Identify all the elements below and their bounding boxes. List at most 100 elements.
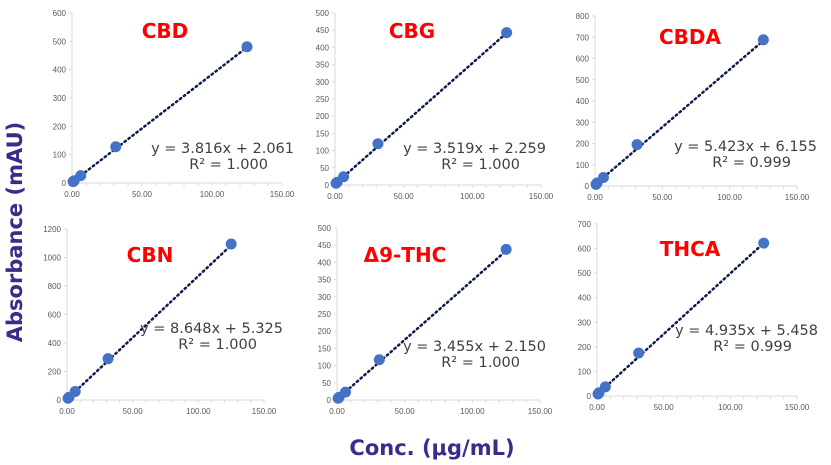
data-point	[241, 41, 253, 53]
y-tick-label: 500	[576, 76, 590, 85]
y-tick-label: 350	[316, 61, 330, 70]
chart-title: CBN	[127, 243, 174, 267]
data-point	[110, 141, 122, 153]
x-tick-label: 50.00	[652, 193, 673, 202]
data-point	[599, 381, 611, 393]
trendline-equation: y = 3.455x + 2.150	[403, 339, 546, 355]
y-tick-label: 1000	[43, 254, 61, 263]
y-tick-label: 0	[57, 396, 62, 405]
data-point	[372, 138, 384, 150]
r-squared-label: R² = 1.000	[178, 337, 257, 353]
y-tick-label: 0	[325, 181, 330, 190]
y-tick-label: 400	[318, 258, 332, 267]
y-tick-label: 500	[316, 9, 330, 18]
trendline	[71, 46, 249, 183]
x-tick-label: 150.00	[785, 403, 810, 412]
x-tick-label: 150.00	[529, 192, 554, 201]
trendline-equation: y = 4.935x + 5.458	[675, 323, 818, 339]
x-tick-label: 0.00	[64, 190, 80, 199]
chart-title: CBG	[389, 19, 435, 43]
y-tick-label: 0	[585, 182, 590, 191]
data-point	[373, 354, 385, 366]
r-squared-label: R² = 1.000	[441, 355, 520, 371]
trendline-equation: y = 5.423x + 6.155	[674, 139, 817, 155]
x-tick-label: 50.00	[654, 403, 675, 412]
chart-title: CBDA	[659, 25, 722, 49]
x-tick-label: 150.00	[528, 407, 553, 416]
trendline-equation: y = 8.648x + 5.325	[140, 321, 283, 337]
data-point	[69, 385, 81, 397]
trendline-equation: y = 3.519x + 2.259	[403, 141, 546, 157]
data-point	[500, 243, 512, 255]
y-tick-label: 800	[576, 12, 590, 21]
chart-title: CBD	[142, 19, 189, 43]
chart-panel-3: 0 100 200 300 400 500 600 700 800 0.00 50.00 100.00…	[576, 12, 817, 202]
data-point	[633, 347, 645, 359]
data-point	[102, 353, 114, 365]
y-tick-label: 400	[48, 339, 62, 348]
y-tick-label: 600	[576, 55, 590, 64]
trendline	[66, 243, 233, 400]
y-tick-label: 300	[53, 94, 67, 103]
y-tick-label: 300	[318, 293, 332, 302]
y-tick-label: 700	[576, 33, 590, 42]
y-tick-label: 600	[578, 245, 592, 254]
trendline-equation: y = 3.816x + 2.061	[151, 141, 294, 157]
y-tick-label: 400	[578, 294, 592, 303]
chart-title: THCA	[660, 237, 721, 261]
y-axis-label: Absorbance (mAU)	[3, 122, 27, 342]
x-tick-label: 0.00	[589, 403, 605, 412]
data-point	[339, 386, 351, 398]
x-tick-label: 100.00	[460, 192, 485, 201]
data-point	[631, 139, 643, 151]
y-tick-label: 1200	[43, 225, 61, 234]
y-tick-label: 200	[578, 343, 592, 352]
y-tick-label: 400	[53, 66, 67, 75]
y-tick-label: 400	[316, 43, 330, 52]
x-tick-label: 150.00	[252, 407, 277, 416]
data-point	[75, 170, 87, 182]
y-tick-label: 400	[576, 97, 590, 106]
y-tick-label: 0	[62, 179, 67, 188]
trendline	[334, 31, 508, 185]
chart-panel-1: 0 100 200 300 400 500 600 0.00 50.00 100.00 150.00…	[53, 9, 295, 199]
chart-panel-4: 0 200 400 600 800 1000 1200 0.00 50.00 100.00 150.…	[43, 225, 283, 416]
x-tick-label: 100.00	[200, 190, 225, 199]
chart-panel-5: 0 50 100 150 200 250 300 350 400 450 500 0.00 50.00 1…	[318, 224, 553, 416]
x-tick-label: 50.00	[394, 192, 415, 201]
x-tick-label: 150.00	[270, 190, 295, 199]
trendline	[336, 249, 508, 400]
y-tick-label: 250	[316, 95, 330, 104]
y-tick-label: 150	[318, 344, 332, 353]
trendline	[594, 39, 765, 186]
r-squared-label: R² = 1.000	[189, 157, 268, 173]
x-tick-label: 50.00	[123, 407, 144, 416]
y-tick-label: 800	[48, 282, 62, 291]
y-tick-label: 600	[48, 311, 62, 320]
y-tick-label: 150	[316, 129, 330, 138]
x-tick-label: 0.00	[329, 407, 345, 416]
chart-title: Δ9-THC	[364, 243, 447, 267]
y-tick-label: 100	[576, 161, 590, 170]
r-squared-label: R² = 0.999	[712, 155, 791, 171]
y-tick-label: 500	[318, 224, 332, 233]
y-tick-label: 50	[322, 379, 331, 388]
y-tick-label: 200	[318, 327, 332, 336]
r-squared-label: R² = 0.999	[713, 339, 792, 355]
trendline	[596, 241, 765, 395]
x-tick-label: 100.00	[717, 193, 742, 202]
x-tick-label: 0.00	[59, 407, 75, 416]
x-tick-label: 150.00	[785, 193, 810, 202]
y-tick-label: 500	[578, 269, 592, 278]
data-point	[757, 34, 769, 46]
x-tick-label: 100.00	[460, 407, 485, 416]
y-tick-label: 200	[316, 112, 330, 121]
y-tick-label: 500	[53, 37, 67, 46]
data-point	[758, 237, 770, 249]
x-tick-label: 50.00	[132, 190, 153, 199]
y-tick-label: 100	[578, 367, 592, 376]
y-tick-label: 50	[320, 164, 329, 173]
data-point	[338, 171, 350, 183]
